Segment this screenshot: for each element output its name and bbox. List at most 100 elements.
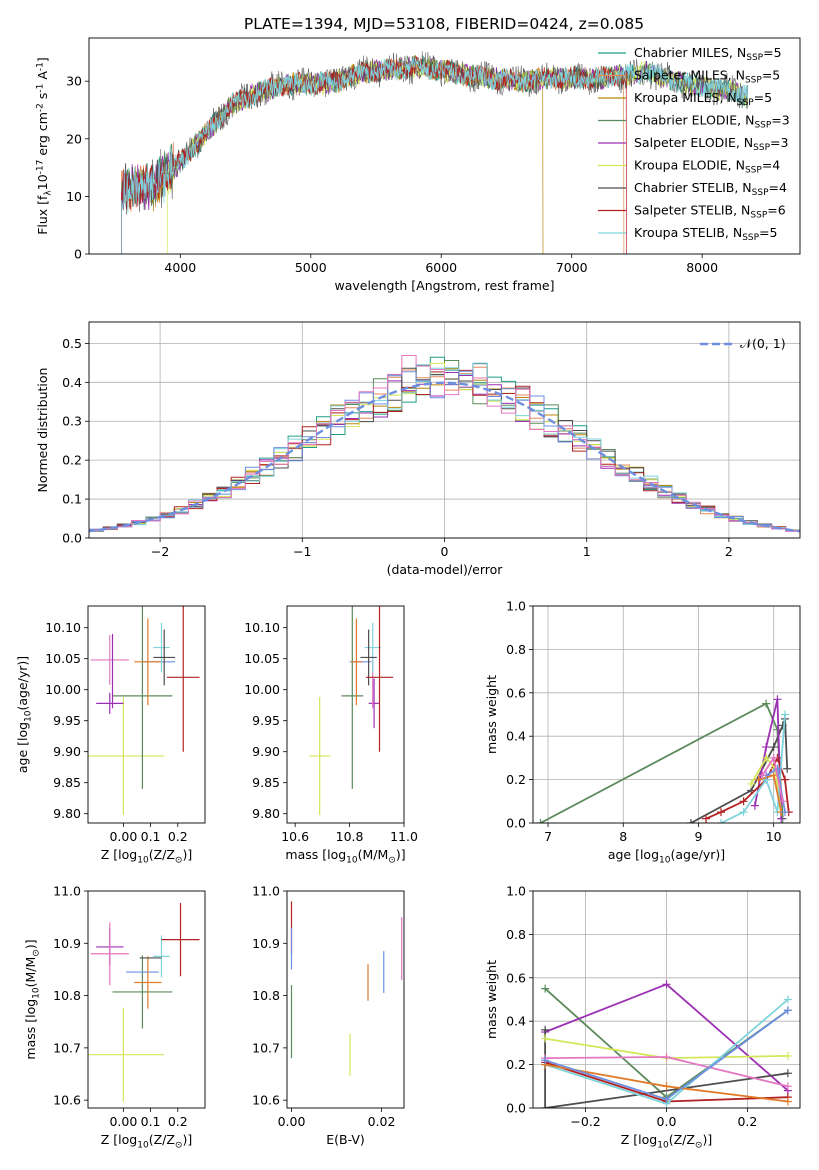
y-tick-label: 10.7 [252,1040,280,1055]
panel-mass-vs-EBV: 0.00 0.02 10.6 10.7 10.8 10.9 11.0 E(B-V) [252,884,405,1147]
label-fragment: (age/yr)] [15,656,30,711]
mass-weight-marker [739,808,748,817]
label-fragment: 10 [137,1141,149,1151]
y-tick-label: 0.0 [62,531,82,546]
y-tick-label: 9.80 [53,806,81,821]
legend-subscript: SSP [746,53,763,63]
mass-weight-marker [541,984,550,993]
x-tick-label: 5000 [295,260,327,275]
legend-label: Salpeter STELIB, NSSP=6 [634,203,786,221]
x-axis-label: Z [log10(Z/Z⊙)] [101,1132,192,1151]
mass-weight-marker [758,771,767,780]
label-fragment: erg cm [35,112,50,160]
legend-label: 𝒩(0, 1) [740,336,786,351]
label-fragment: ⊙ [175,1141,183,1151]
label-fragment: 10 [659,856,671,866]
y-axis-label: mass weight [484,675,499,754]
axes-frame [87,890,206,1109]
label-fragment: -1 [35,84,45,93]
label-fragment: ⊙ [32,949,42,957]
x-tick-label: 2 [725,544,733,559]
axes-frame [87,605,206,824]
x-tick-label: 10 [766,829,782,844]
y-tick-label: 10.10 [244,620,280,635]
legend-subscript: SSP [750,211,767,221]
x-tick-label: −2 [151,544,169,559]
axes-frame [286,890,405,1109]
mass-weight-marker [662,1053,671,1062]
label-fragment: (Z/Z [669,1132,695,1147]
spectrum-legend: Chabrier MILES, NSSP=5 Salpeter MILES, NS… [598,45,790,243]
label-fragment: ⊙ [388,856,396,866]
mass-weight-marker [783,764,792,773]
legend-tail: =4 [769,180,787,195]
y-tick-label: 10.9 [53,936,81,951]
mass-weight-marker [783,1082,792,1091]
label-fragment: 10 [32,987,42,999]
label-fragment: ⊙ [695,1141,703,1151]
label-fragment: Z [log [101,1132,137,1147]
label-fragment: λ [44,190,54,196]
mass-weight-marker [778,797,787,806]
mass-weight-marker [739,797,748,806]
mass-weight-marker [754,775,763,784]
mass-weight-marker [769,753,778,762]
y-tick-label: 10.7 [53,1040,81,1055]
y-tick-label: 0.6 [506,970,526,985]
y-tick-label: 10.9 [252,936,280,951]
mass-weight-marker [701,814,710,823]
mass-weight-line [540,702,784,823]
legend-label: Kroupa STELIB, NSSP=5 [634,225,778,243]
legend-tail: =3 [770,135,788,150]
legend-tail: =4 [762,158,780,173]
label-fragment: -17 [35,160,45,175]
label-fragment: Flux [f [35,195,50,235]
label-fragment: mass weight [484,960,499,1039]
x-tick-label: 9 [694,829,702,844]
label-fragment: (data-model)/error [387,562,504,577]
y-tick-label: 0.8 [506,642,526,657]
mass-weight-marker [662,1095,671,1104]
legend-subscript: SSP [745,166,762,176]
x-tick-label: 6000 [425,260,457,275]
legend-subscript: SSP [742,233,759,243]
legend-tail: =3 [771,113,789,128]
y-tick-label: 0.4 [506,729,526,744]
y-axis-label: mass [log10(M/M⊙)] [23,939,42,1059]
y-tick-label: 10.8 [252,988,280,1003]
mass-weight-marker [783,1006,792,1015]
y-axis-label: Normed distribution [35,368,50,493]
x-tick-label: −0.2 [570,1114,600,1129]
axes-frame [88,37,801,255]
label-fragment: ] [35,57,50,62]
label-fragment: Normed distribution [35,368,50,493]
mass-weight-marker [536,819,545,823]
mass-weight-marker [541,1034,550,1043]
label-fragment: 10 [24,710,34,722]
y-tick-label: 9.90 [53,744,81,759]
legend-tail: =6 [767,203,785,218]
mass-weight-marker [747,779,756,788]
y-tick-label: 30 [66,74,82,89]
legend-label: Salpeter ELODIE, NSSP=3 [634,135,788,153]
y-tick-label: 0.2 [62,453,82,468]
mass-weight-marker [750,801,759,810]
label-fragment: 10 [657,1141,669,1151]
mass-weight-marker [717,808,726,817]
axes-frame [88,321,801,539]
y-tick-label: 10 [66,189,82,204]
label-fragment: 10 [346,856,358,866]
mass-weight-marker [778,721,787,730]
y-tick-label: 10.05 [45,651,81,666]
legend-subscript: SSP [753,143,770,153]
x-tick-label: 0.2 [168,829,188,844]
mass-weight-marker [780,808,789,817]
mass-weight-marker [541,1056,550,1065]
label-fragment: )] [396,847,406,862]
x-axis-label: E(B-V) [326,1132,365,1147]
y-tick-label: 0.4 [506,1014,526,1029]
mass-weight-marker [662,980,671,989]
legend-label: Kroupa ELODIE, NSSP=4 [634,158,780,176]
x-tick-label: 0.1 [141,829,161,844]
label-fragment: mass [log [285,847,346,862]
